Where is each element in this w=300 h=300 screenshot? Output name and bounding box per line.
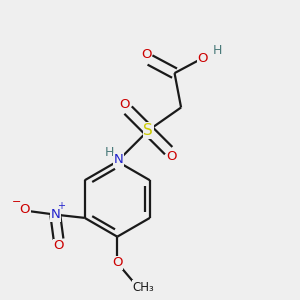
Text: N: N — [114, 153, 124, 166]
Text: O: O — [141, 48, 151, 61]
Text: H: H — [212, 44, 222, 57]
Text: S: S — [143, 123, 153, 138]
Text: O: O — [120, 98, 130, 111]
Text: O: O — [112, 256, 122, 269]
Text: O: O — [198, 52, 208, 65]
Text: N: N — [50, 208, 60, 221]
Text: −: − — [12, 197, 22, 207]
Text: O: O — [167, 150, 177, 163]
Text: CH₃: CH₃ — [133, 281, 154, 294]
Text: O: O — [20, 203, 30, 216]
Text: O: O — [53, 239, 64, 252]
Text: H: H — [104, 146, 114, 159]
Text: +: + — [57, 201, 65, 212]
